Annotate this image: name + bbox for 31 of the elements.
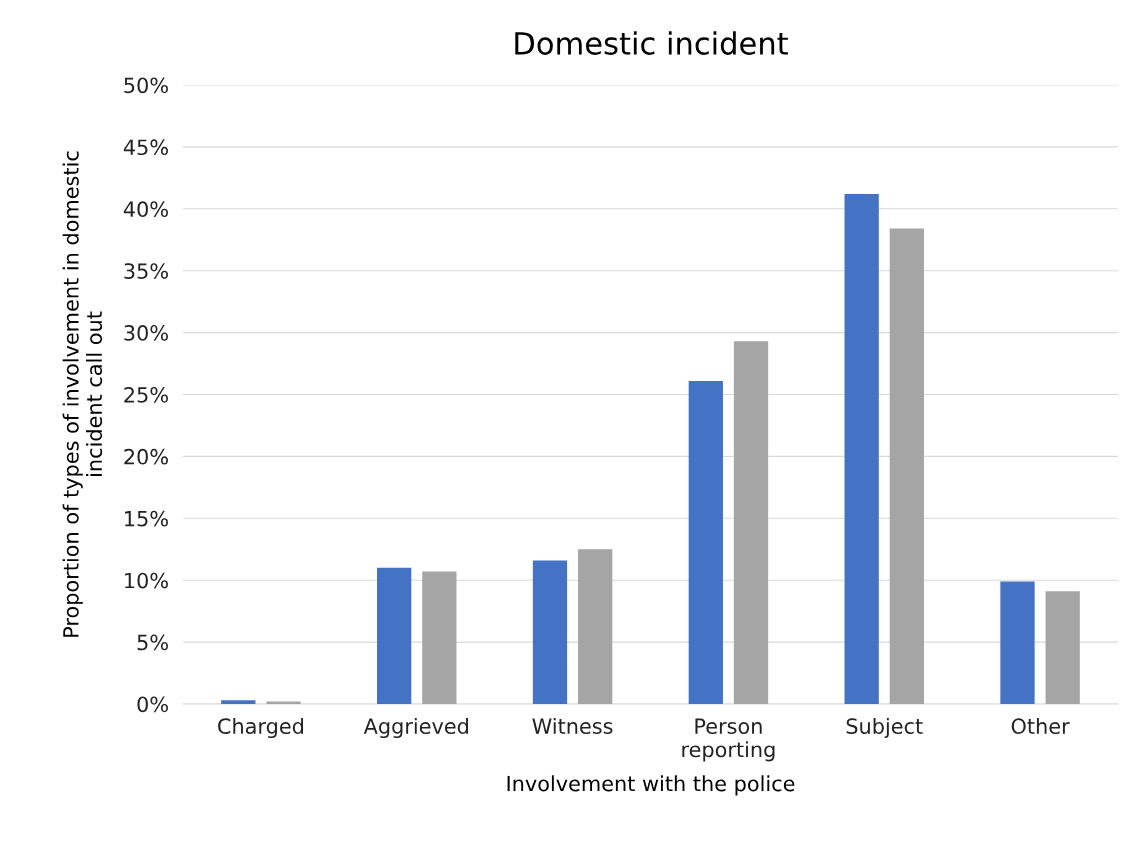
x-tick-label: Person reporting xyxy=(682,718,775,762)
y-axis-title: Proportion of types of involvement in domestic incident call out xyxy=(62,151,103,637)
bar xyxy=(844,193,879,704)
chart-title: Domestic incident xyxy=(515,31,788,55)
y-tick-label: 50% xyxy=(124,77,168,94)
y-tick-label: 0% xyxy=(137,696,168,713)
bar xyxy=(532,560,568,704)
bar xyxy=(688,380,723,704)
bar xyxy=(889,228,924,704)
bar xyxy=(422,571,457,704)
y-tick-label: 45% xyxy=(123,139,168,156)
bar xyxy=(1000,581,1035,704)
x-tick-label: Witness xyxy=(532,717,613,735)
y-tick-label: 30% xyxy=(124,325,168,341)
y-tick-label: 10% xyxy=(125,572,168,589)
x-tick-label: Charged xyxy=(218,717,304,739)
bar xyxy=(578,549,613,704)
bar xyxy=(377,567,412,704)
y-tick-label: 20% xyxy=(124,448,168,465)
y-tick-label: 40% xyxy=(123,201,168,218)
x-tick-label: Subject xyxy=(846,717,923,739)
y-tick-label: 15% xyxy=(125,510,168,527)
bar xyxy=(221,700,256,704)
y-tick-label: 25% xyxy=(124,386,168,403)
x-tick-label: Aggrieved xyxy=(363,717,468,739)
bar xyxy=(733,341,769,704)
y-tick-label: 35% xyxy=(124,263,168,279)
x-tick-label: Other xyxy=(1011,717,1070,735)
x-axis-title: Involvement with the police xyxy=(507,775,795,796)
y-tick-label: 5% xyxy=(137,634,168,651)
bar xyxy=(1045,591,1080,704)
